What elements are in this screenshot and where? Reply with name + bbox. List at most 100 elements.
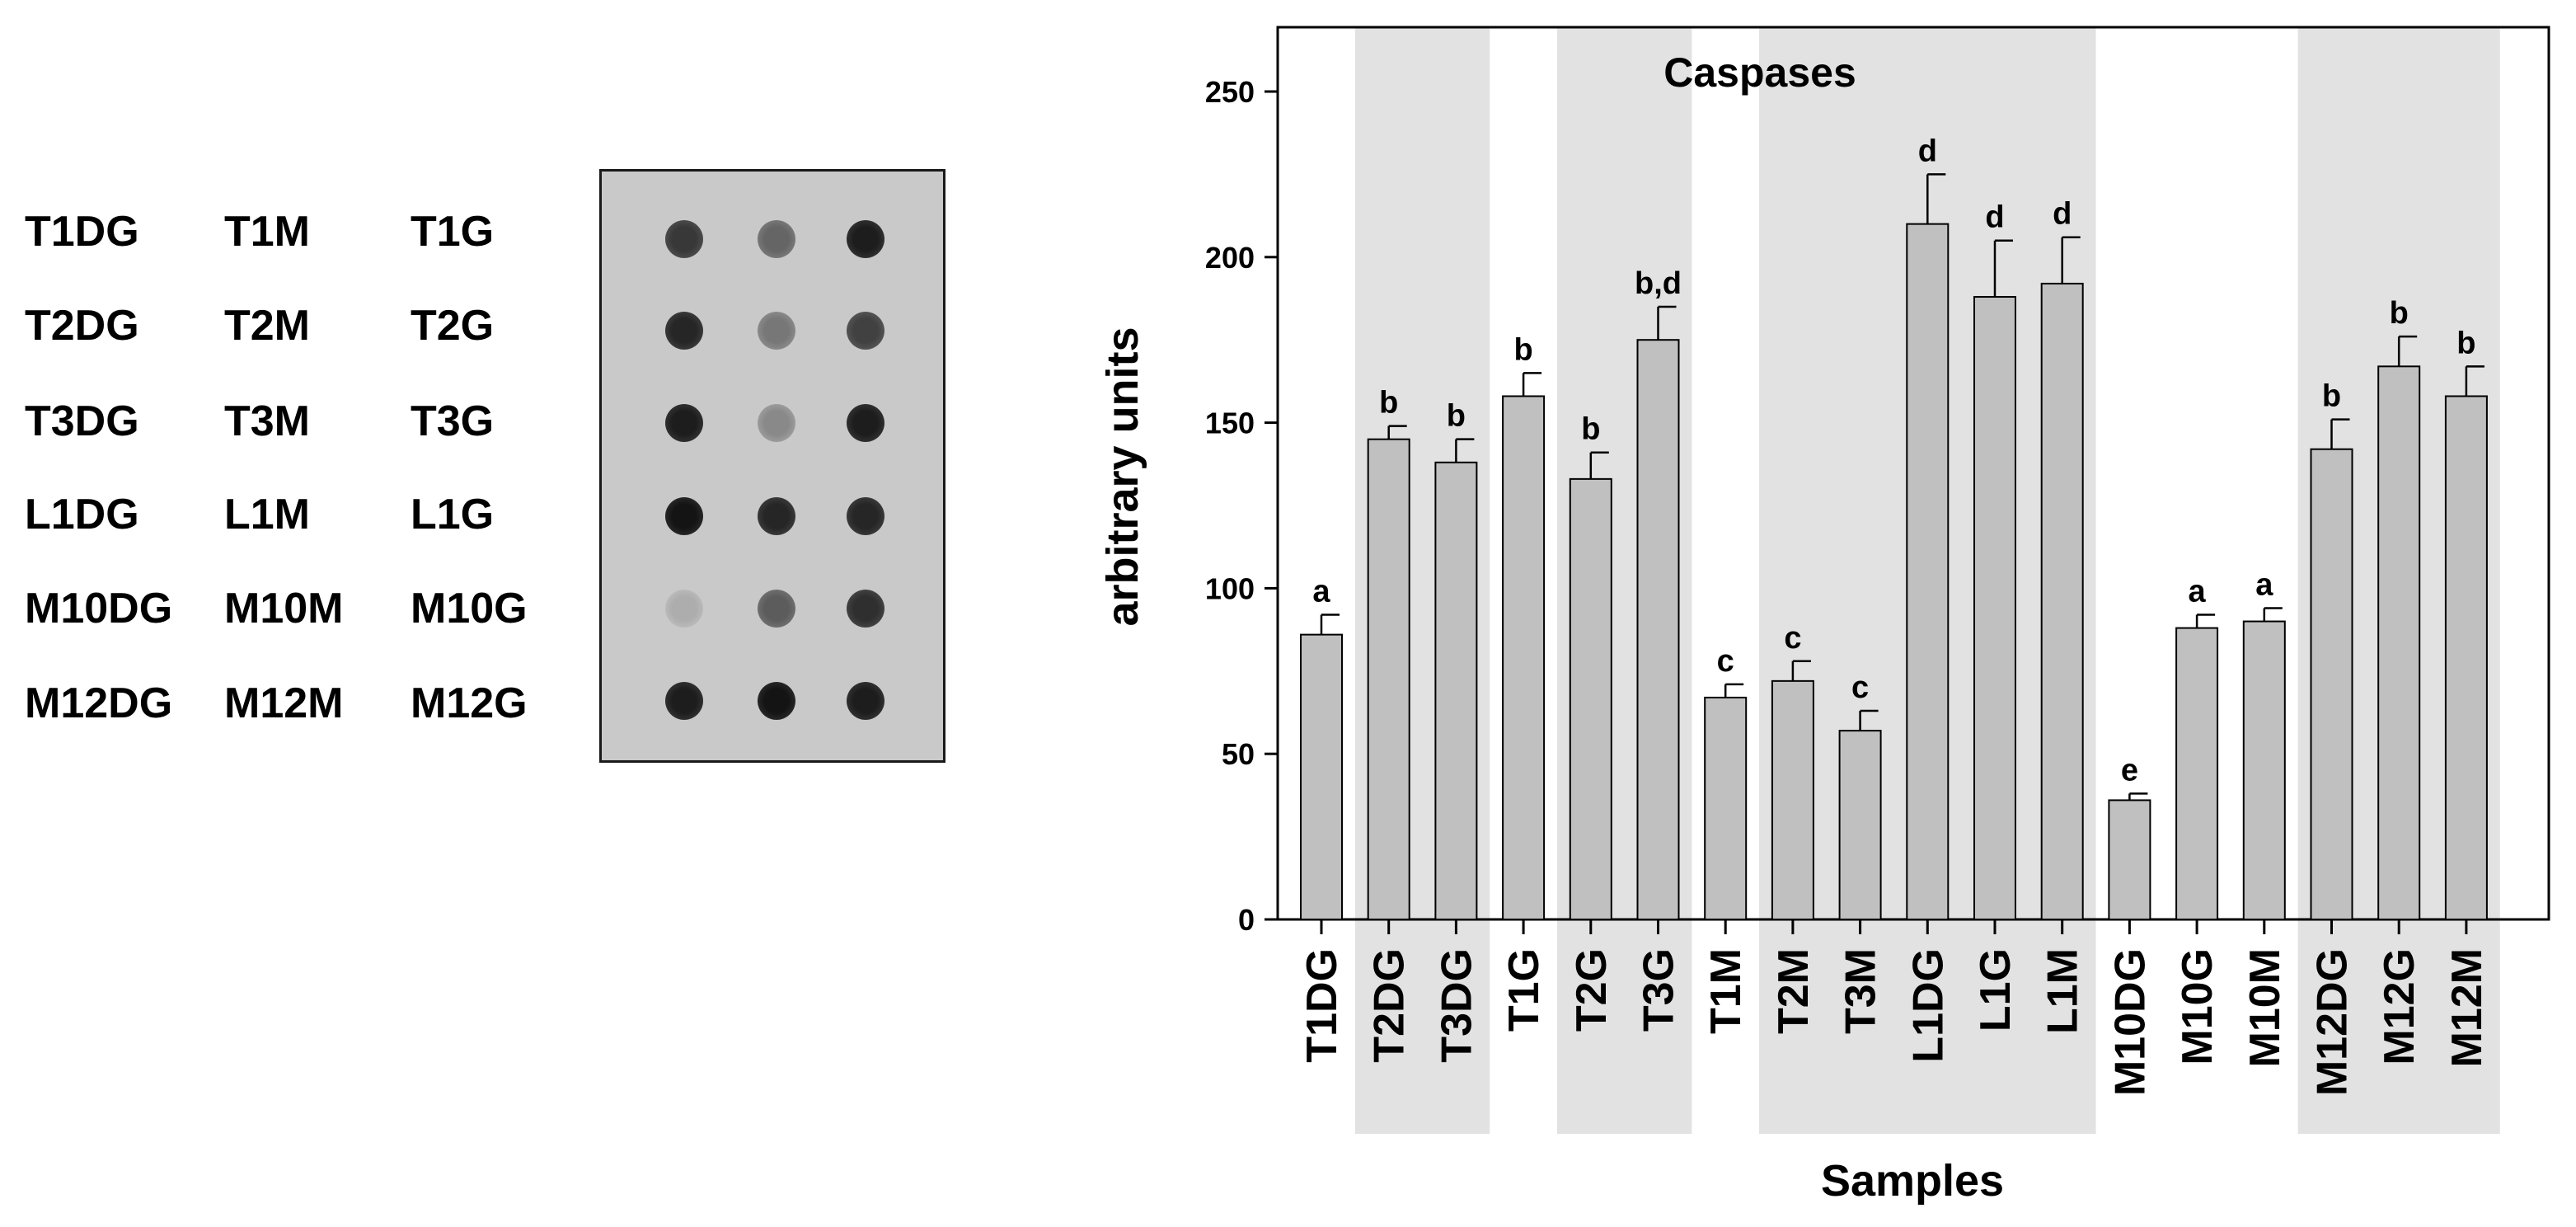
blot-label: T1DG <box>25 208 139 256</box>
blot-label: M12M <box>224 679 344 727</box>
blot-label: L1DG <box>25 491 139 538</box>
bar <box>1771 679 1814 921</box>
blot-spot <box>758 497 795 535</box>
x-tick-label: L1DG <box>1904 948 1952 1063</box>
x-tick-label: T1G <box>1500 948 1548 1032</box>
bar <box>1367 438 1410 920</box>
y-tick-label: 250 <box>1205 75 1255 109</box>
blot-label: T2M <box>224 302 310 350</box>
blot-label: L1M <box>224 491 310 538</box>
x-tick-label: T1M <box>1702 948 1750 1034</box>
blot-spot <box>847 682 884 720</box>
significance-label: a <box>2189 575 2207 609</box>
x-tick-label: T3G <box>1635 948 1683 1032</box>
significance-label: b <box>1379 386 1398 421</box>
blot-label: T2DG <box>25 302 139 350</box>
caspases-bar-chart: 0 50 100 150 200 250 a b b b b b,d c c c d d d e a a b b b T1D… <box>1098 26 2550 1206</box>
bar <box>1569 477 1612 920</box>
chart-title: Caspases <box>1663 49 1856 96</box>
x-tick-label: L1G <box>1972 948 2020 1032</box>
bar <box>1838 730 1882 921</box>
bar <box>1704 696 1748 920</box>
blot-spot <box>665 404 703 442</box>
y-tick-label: 0 <box>1238 903 1255 937</box>
significance-label: b <box>2390 296 2409 331</box>
x-axis-label: Samples <box>1821 1156 2004 1206</box>
x-tick-label: T2G <box>1568 948 1616 1032</box>
blot-label: M10G <box>411 585 528 632</box>
bar <box>1636 339 1680 920</box>
x-tick-label: M12G <box>2376 948 2424 1065</box>
blot-label: T3DG <box>25 397 139 445</box>
x-tick-label: L1M <box>2039 948 2087 1034</box>
bar <box>2175 627 2219 920</box>
bar <box>2242 620 2286 920</box>
blot-label: T1M <box>224 208 310 256</box>
significance-label: b <box>1581 412 1600 447</box>
bar <box>1434 461 1478 920</box>
x-tick-label: T3DG <box>1433 948 1480 1063</box>
y-tick-label: 150 <box>1205 407 1255 440</box>
blot-spot <box>847 220 884 258</box>
blot-label: M10M <box>224 585 344 632</box>
blot-spot <box>758 312 795 350</box>
blot-label: T3M <box>224 397 310 445</box>
bar <box>2310 448 2353 920</box>
significance-label: a <box>2255 567 2273 602</box>
blot-spot <box>847 497 884 535</box>
dot-blot-membrane <box>599 169 945 763</box>
x-tick-label: M12DG <box>2309 948 2357 1096</box>
significance-label: b,d <box>1635 266 1682 301</box>
blot-spot <box>665 312 703 350</box>
blot-spot <box>758 220 795 258</box>
bar <box>1906 223 1950 920</box>
y-tick-label: 50 <box>1222 737 1255 771</box>
significance-label: c <box>1784 621 1801 656</box>
blot-spot <box>665 682 703 720</box>
x-tick-label: T2DG <box>1366 948 1414 1063</box>
blot-label: M10DG <box>25 585 173 632</box>
blot-label: M12DG <box>25 679 173 727</box>
x-tick-label: T2M <box>1770 948 1818 1034</box>
x-tick-label: M10M <box>2241 948 2289 1067</box>
blot-spot <box>847 312 884 350</box>
x-tick-label: M10DG <box>2106 948 2154 1096</box>
blot-label-grid: T1DG T1M T1G T2DG T2M T2G T3DG T3M T3G L1DG L1M L1G… <box>0 0 577 825</box>
significance-label: c <box>1717 644 1734 679</box>
blot-label: T3G <box>411 397 495 445</box>
blot-label: M12G <box>411 679 528 727</box>
bar <box>1502 395 1546 920</box>
blot-spot <box>758 590 795 628</box>
x-tick-label: T1DG <box>1298 948 1346 1063</box>
y-axis-label: arbitrary units <box>1098 327 1147 626</box>
significance-label: b <box>1513 332 1532 367</box>
significance-label: d <box>1918 134 1937 168</box>
blot-label: T1G <box>411 208 495 256</box>
bar <box>2377 365 2421 920</box>
significance-label: d <box>2053 197 2072 232</box>
y-tick-label: 200 <box>1205 241 1255 275</box>
x-tick-label: M12M <box>2443 948 2491 1067</box>
blot-spot <box>758 404 795 442</box>
blot-spot <box>665 220 703 258</box>
significance-label: a <box>1312 575 1330 609</box>
blot-spot <box>847 590 884 628</box>
significance-label: d <box>1985 200 2004 235</box>
blot-label: T2G <box>411 302 495 350</box>
bar <box>1300 633 1343 921</box>
blot-label: L1G <box>411 491 495 538</box>
significance-label: b <box>2322 379 2341 414</box>
bar <box>2040 282 2084 921</box>
x-tick-label: M10G <box>2174 948 2222 1065</box>
bar <box>2108 799 2151 921</box>
bar <box>1973 295 2016 920</box>
blot-spot <box>665 590 703 628</box>
blot-spot <box>665 497 703 535</box>
blot-spot <box>758 682 795 720</box>
significance-label: b <box>1447 399 1466 434</box>
bar <box>2444 395 2488 920</box>
significance-label: b <box>2456 326 2475 360</box>
x-tick-label: T3M <box>1837 948 1885 1034</box>
blot-spot <box>847 404 884 442</box>
y-tick-label: 100 <box>1205 571 1255 605</box>
